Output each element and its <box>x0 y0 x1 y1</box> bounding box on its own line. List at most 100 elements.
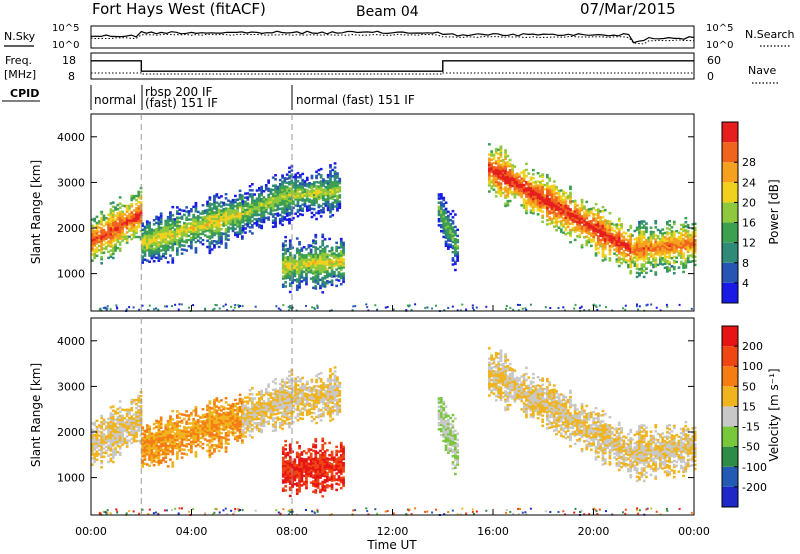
echo-cell <box>220 427 223 431</box>
echo-cell <box>141 245 145 248</box>
echo-cell <box>305 280 308 284</box>
echo-cell <box>518 181 521 184</box>
echo-cell <box>150 448 154 452</box>
echo-cell <box>333 201 337 204</box>
echo-cell <box>220 215 223 219</box>
echo-cell <box>155 236 158 239</box>
echo-cell <box>522 187 526 191</box>
echo-cell <box>226 309 229 312</box>
echo-cell <box>684 235 688 238</box>
echo-cell <box>515 172 519 175</box>
echo-cell <box>141 304 144 307</box>
echo-cell <box>148 454 151 457</box>
echo-cell <box>333 184 337 188</box>
echo-cell <box>150 452 154 456</box>
echo-cell <box>615 241 619 245</box>
echo-cell <box>251 215 254 219</box>
echo-cell <box>278 213 282 217</box>
echo-cell <box>608 222 612 225</box>
echo-cell <box>141 255 145 258</box>
echo-cell <box>100 420 104 424</box>
echo-cell <box>326 202 330 206</box>
echo-cell <box>180 244 184 247</box>
echo-cell <box>557 210 561 213</box>
echo-cell <box>166 232 170 235</box>
echo-cell <box>504 153 507 156</box>
echo-cell <box>596 309 599 311</box>
echo-cell <box>104 425 108 428</box>
echo-cell <box>603 241 607 245</box>
echo-cell <box>236 217 240 220</box>
echo-cell <box>109 233 113 236</box>
echo-cell <box>222 412 226 415</box>
echo-cell <box>633 256 637 259</box>
echo-cell <box>620 239 623 242</box>
echo-cell <box>511 174 514 177</box>
echo-cell <box>649 238 653 242</box>
echo-cell <box>331 187 335 190</box>
echo-cell <box>130 227 134 231</box>
echo-cell <box>645 271 648 275</box>
echo-cell <box>501 159 505 162</box>
echo-cell <box>98 238 101 242</box>
echo-cell <box>534 205 538 208</box>
echo-cell <box>116 230 120 233</box>
echo-cell <box>456 238 460 242</box>
echo-cell <box>649 249 653 252</box>
echo-cell <box>550 191 554 194</box>
echo-cell <box>675 260 679 264</box>
echo-cell <box>682 229 685 233</box>
echo-cell <box>461 303 464 306</box>
echo-cell <box>178 447 182 450</box>
echo-cell <box>164 234 168 237</box>
echo-cell <box>323 285 327 288</box>
echo-cell <box>629 257 633 261</box>
echo-cell <box>116 218 120 221</box>
echo-cell <box>569 193 572 197</box>
echo-cell <box>517 303 519 306</box>
echo-cell <box>539 174 542 178</box>
echo-cell <box>222 210 226 213</box>
echo-cell <box>338 177 342 181</box>
echo-cell <box>227 207 230 211</box>
echo-cell <box>583 223 586 227</box>
echo-cell <box>525 199 528 202</box>
echo-cell <box>520 193 524 197</box>
echo-cell <box>451 228 455 231</box>
echo-cell <box>132 423 136 427</box>
echo-cell <box>592 231 596 235</box>
echo-cell <box>169 440 172 443</box>
echo-cell <box>100 231 104 234</box>
echo-cell <box>488 182 491 185</box>
echo-cell <box>597 214 600 217</box>
echo-cell <box>137 211 141 214</box>
echo-cell <box>95 215 99 219</box>
echo-cell <box>104 449 108 453</box>
echo-cell <box>192 419 196 423</box>
echo-cell <box>635 259 639 262</box>
echo-cell <box>171 444 175 448</box>
echo-cell <box>323 252 327 255</box>
echo-cell <box>217 229 221 232</box>
echo-cell <box>123 417 127 420</box>
echo-cell <box>508 179 512 182</box>
echo-cell <box>488 175 491 179</box>
echo-cell <box>246 212 250 216</box>
echo-cell <box>246 225 250 228</box>
echo-cell <box>569 191 572 195</box>
echo-cell <box>215 444 219 447</box>
echo-cell <box>236 198 240 201</box>
echo-cell <box>213 213 216 216</box>
echo-cell <box>488 165 491 169</box>
echo-cell <box>137 219 141 222</box>
echo-cell <box>100 239 104 242</box>
echo-cell <box>652 237 655 240</box>
echo-cell <box>224 221 228 225</box>
echo-cell <box>515 193 519 196</box>
echo-cell <box>148 237 151 241</box>
echo-cell <box>114 443 117 446</box>
echo-cell <box>566 223 570 227</box>
echo-cell <box>520 177 524 180</box>
echo-cell <box>640 249 644 252</box>
echo-cell <box>659 244 662 247</box>
